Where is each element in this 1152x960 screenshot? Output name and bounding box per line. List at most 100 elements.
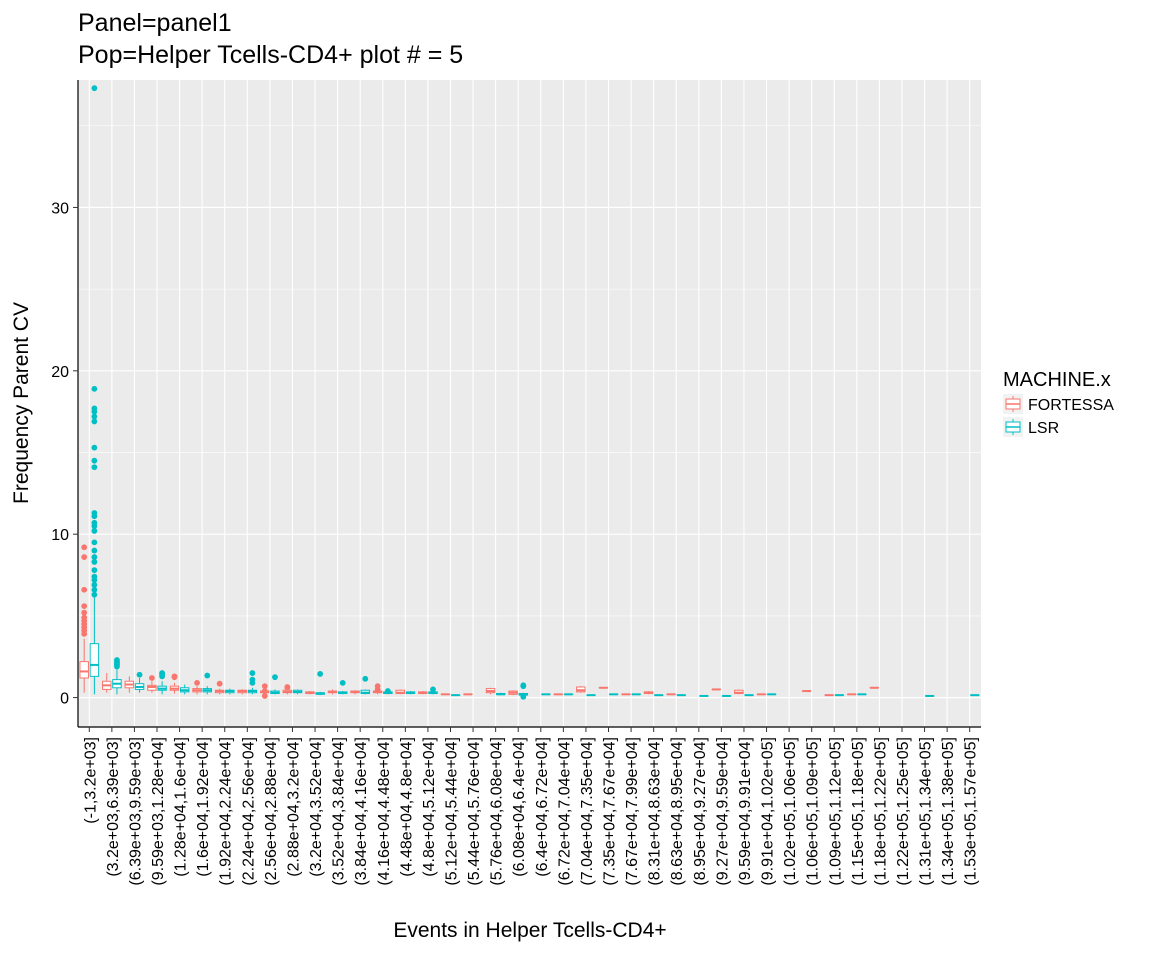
x-tick-label: (5.12e+04,5.44e+04]	[443, 737, 460, 886]
box	[79, 661, 89, 679]
x-tick-label: (9.91e+04,1.02e+05]	[760, 737, 777, 886]
x-tick-label: (6.72e+04,7.04e+04]	[556, 737, 573, 886]
x-tick-label: (2.24e+04,2.56e+04]	[240, 737, 257, 886]
box-plot	[518, 682, 529, 700]
box-plot	[179, 684, 190, 695]
x-tick-label: (1.31e+05,1.34e+05]	[918, 737, 935, 886]
x-tick-label: (9.59e+04,9.91e+04]	[737, 737, 754, 886]
series-fortessa	[79, 544, 880, 699]
outlier-point	[159, 673, 166, 680]
outlier-point	[81, 609, 88, 616]
box-plot	[89, 85, 100, 695]
outlier-point	[171, 674, 178, 681]
x-tick-label: (1.34e+05,1.38e+05]	[940, 737, 957, 886]
outlier-point	[91, 85, 98, 92]
x-tick-label: (9.27e+04,9.59e+04]	[714, 737, 731, 886]
legend: MACHINE.x FORTESSA LSR	[1003, 369, 1114, 437]
box	[89, 643, 100, 677]
legend-item-lsr: LSR	[1003, 417, 1059, 437]
y-axis-title: Frequency Parent CV	[10, 302, 33, 504]
box-plot	[214, 680, 225, 695]
box-plot	[327, 689, 338, 695]
x-tick-label: (6.39e+03,9.59e+03]	[127, 737, 144, 886]
box-plot	[643, 691, 654, 695]
x-tick-label: (7.35e+04,7.67e+04]	[602, 737, 619, 886]
y-axis-ticks: 0 10 20 30	[51, 200, 78, 708]
outlier-point	[249, 670, 256, 676]
box-plot	[360, 675, 371, 695]
outlier-point	[91, 547, 98, 554]
box-plot	[734, 689, 744, 695]
outlier-point	[91, 457, 98, 464]
box-plot	[157, 670, 167, 695]
outlier-point	[91, 539, 98, 546]
outlier-point	[91, 581, 98, 588]
box-plot	[282, 684, 293, 695]
outlier-point	[91, 523, 98, 529]
y-tick-label: 20	[51, 364, 69, 381]
x-tick-label: (1.92e+04,2.24e+04]	[218, 737, 235, 886]
x-tick-label: (1.6e+04,1.92e+04]	[195, 737, 212, 877]
y-tick-label: 30	[51, 200, 69, 217]
x-tick-label: (7.04e+04,7.35e+04]	[579, 737, 596, 886]
outlier-point	[91, 591, 98, 598]
series-lsr	[89, 85, 980, 700]
outlier-point	[91, 554, 98, 560]
x-tick-label: (4.8e+04,5.12e+04]	[421, 737, 438, 877]
outlier-point	[91, 567, 98, 574]
legend-item-fortessa: FORTESSA	[1003, 394, 1114, 414]
legend-title: MACHINE.x	[1003, 369, 1111, 391]
box-plot	[225, 688, 235, 695]
outlier-point	[149, 675, 155, 681]
outlier-point	[91, 528, 98, 534]
outlier-point	[81, 603, 88, 609]
outlier-point	[317, 671, 324, 677]
x-tick-label: (3.2e+03,6.39e+03]	[105, 737, 122, 877]
legend-items: FORTESSA LSR	[1003, 394, 1114, 437]
box-plot	[270, 674, 280, 695]
box-plot	[485, 687, 496, 695]
outlier-point	[91, 413, 98, 420]
outlier-point	[91, 586, 98, 593]
box-plot	[337, 679, 348, 695]
outlier-point	[91, 444, 98, 451]
x-tick-label: (5.76e+04,6.08e+04]	[489, 737, 506, 886]
outlier-point	[91, 385, 98, 392]
x-tick-label: (5.44e+04,5.76e+04]	[466, 737, 483, 886]
box-plot	[576, 686, 586, 693]
outlier-point	[81, 630, 88, 637]
outlier-point	[91, 418, 98, 425]
box-plot	[134, 671, 145, 693]
outlier-point	[272, 674, 278, 681]
outlier-point	[136, 671, 143, 678]
grid-lines	[78, 80, 981, 727]
outlier-point	[374, 686, 381, 693]
box-plot	[79, 544, 89, 693]
x-tick-label: (8.95e+04,9.27e+04]	[692, 737, 709, 886]
x-tick-label: (1.28e+04,1.6e+04]	[173, 737, 190, 877]
outlier-point	[520, 683, 527, 690]
x-tick-label: (3.84e+04,4.16e+04]	[353, 737, 370, 886]
plot-panel	[78, 80, 981, 727]
legend-label: FORTESSA	[1028, 397, 1114, 414]
outlier-point	[81, 544, 88, 551]
outlier-point	[261, 693, 268, 699]
x-tick-label: (1.02e+05,1.06e+05]	[782, 737, 799, 886]
x-tick-label: (1.22e+05,1.25e+05]	[895, 737, 912, 886]
x-tick-label: (2.56e+04,2.88e+04]	[263, 737, 280, 886]
y-tick-label: 10	[51, 527, 69, 544]
outlier-point	[284, 684, 291, 691]
legend-label: LSR	[1028, 420, 1059, 437]
outlier-point	[430, 686, 436, 693]
box-plot	[202, 672, 213, 695]
box-plot	[428, 686, 438, 695]
x-tick-label: (9.59e+03,1.28e+04]	[150, 737, 167, 886]
chart-title: Panel=panel1	[78, 9, 232, 37]
x-tick-label: (1.09e+05,1.12e+05]	[827, 737, 844, 886]
outlier-point	[261, 683, 268, 690]
x-tick-label: (3.52e+04,3.84e+04]	[331, 737, 348, 886]
box-plot	[260, 683, 270, 699]
outlier-point	[204, 672, 211, 679]
